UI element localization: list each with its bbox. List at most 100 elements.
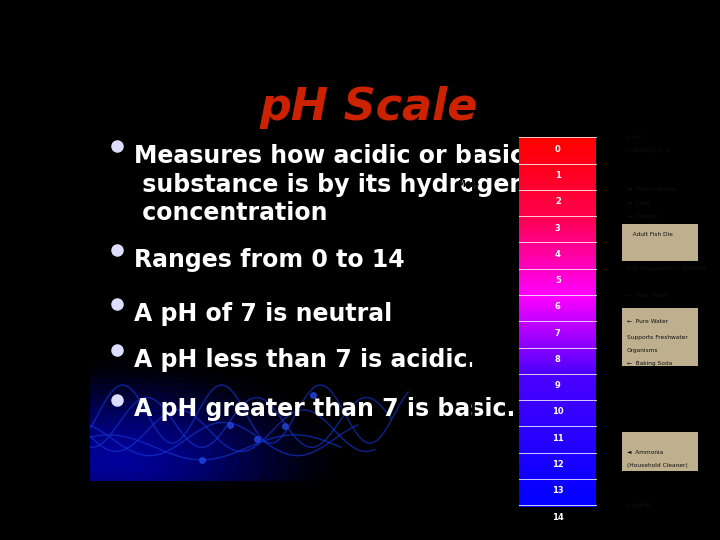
Ellipse shape bbox=[0, 379, 300, 540]
Bar bbox=[520, 237, 596, 241]
Bar bbox=[520, 316, 596, 320]
Bar bbox=[520, 190, 596, 194]
Bar bbox=[520, 172, 596, 176]
Bar bbox=[520, 216, 596, 220]
Text: (Household Cleaner): (Household Cleaner) bbox=[627, 463, 688, 468]
Text: A pH greater than 7 is basic.: A pH greater than 7 is basic. bbox=[133, 397, 515, 421]
Bar bbox=[520, 345, 596, 349]
Text: Supports Freshwater: Supports Freshwater bbox=[627, 335, 688, 340]
Ellipse shape bbox=[0, 390, 274, 530]
Bar bbox=[520, 489, 596, 494]
Bar bbox=[520, 279, 596, 283]
Bar bbox=[520, 482, 596, 485]
Bar bbox=[520, 442, 596, 446]
Bar bbox=[520, 437, 596, 441]
Bar bbox=[520, 448, 596, 451]
Bar bbox=[520, 182, 596, 186]
Text: Neutral: Neutral bbox=[452, 317, 485, 326]
Ellipse shape bbox=[48, 429, 187, 491]
Bar bbox=[520, 140, 596, 144]
Bar bbox=[520, 198, 596, 202]
Ellipse shape bbox=[61, 434, 175, 485]
Bar bbox=[520, 369, 596, 373]
Bar bbox=[520, 327, 596, 330]
Bar bbox=[520, 161, 596, 165]
Text: Organisms: Organisms bbox=[627, 348, 658, 353]
Text: 0: 0 bbox=[555, 145, 561, 154]
Ellipse shape bbox=[11, 412, 225, 508]
Bar bbox=[520, 264, 596, 267]
Bar bbox=[520, 203, 596, 207]
Bar bbox=[520, 376, 596, 380]
Bar bbox=[520, 382, 596, 386]
Bar bbox=[520, 319, 596, 322]
Bar bbox=[520, 240, 596, 244]
Bar bbox=[520, 384, 596, 388]
Bar bbox=[520, 285, 596, 288]
Bar bbox=[520, 287, 596, 291]
Bar bbox=[520, 371, 596, 375]
Bar bbox=[520, 158, 596, 163]
Bar bbox=[520, 453, 596, 457]
Bar bbox=[520, 431, 596, 436]
Bar bbox=[520, 221, 596, 225]
Bar bbox=[622, 431, 720, 471]
Bar bbox=[520, 230, 596, 233]
Bar bbox=[520, 261, 596, 265]
Bar bbox=[520, 466, 596, 470]
Bar bbox=[520, 503, 596, 507]
Bar bbox=[520, 340, 596, 343]
Text: Measures how acidic or basic a
 substance is by its hydrogen ion
 concentration: Measures how acidic or basic a substance… bbox=[133, 144, 575, 225]
Bar bbox=[520, 408, 596, 412]
Bar bbox=[520, 392, 596, 396]
Ellipse shape bbox=[99, 451, 138, 469]
Text: A pH less than 7 is acidic.: A pH less than 7 is acidic. bbox=[133, 348, 476, 372]
Bar bbox=[520, 474, 596, 478]
Bar bbox=[520, 295, 596, 299]
Text: 14: 14 bbox=[552, 512, 564, 522]
Bar bbox=[520, 379, 596, 383]
Text: ◄  Coke: ◄ Coke bbox=[627, 200, 649, 206]
Text: ← HCl: ← HCl bbox=[627, 135, 644, 140]
Bar bbox=[520, 397, 596, 401]
Bar bbox=[520, 406, 596, 409]
Bar bbox=[520, 427, 596, 430]
Bar bbox=[520, 313, 596, 318]
Text: 3: 3 bbox=[555, 224, 561, 233]
Text: 11: 11 bbox=[552, 434, 564, 443]
Bar bbox=[520, 234, 596, 239]
Bar bbox=[520, 242, 596, 246]
Bar bbox=[520, 151, 596, 154]
Bar bbox=[520, 137, 596, 141]
Bar bbox=[520, 424, 596, 428]
Bar bbox=[520, 418, 596, 422]
Bar bbox=[520, 321, 596, 325]
Text: pH Scale: pH Scale bbox=[260, 85, 478, 129]
Bar bbox=[520, 195, 596, 199]
Bar bbox=[520, 224, 596, 228]
Bar bbox=[520, 429, 596, 433]
Text: 13: 13 bbox=[552, 487, 564, 495]
Bar bbox=[520, 440, 596, 443]
Text: 5: 5 bbox=[555, 276, 561, 285]
Bar bbox=[520, 251, 596, 254]
Bar bbox=[520, 282, 596, 286]
Bar bbox=[520, 434, 596, 438]
Bar bbox=[520, 348, 596, 352]
Text: 4: 4 bbox=[555, 250, 561, 259]
Bar bbox=[520, 329, 596, 333]
Bar bbox=[520, 290, 596, 294]
Ellipse shape bbox=[0, 384, 287, 536]
Ellipse shape bbox=[86, 446, 150, 474]
Bar bbox=[520, 487, 596, 491]
Bar bbox=[520, 342, 596, 346]
Bar bbox=[622, 224, 720, 261]
Ellipse shape bbox=[111, 457, 125, 463]
Bar bbox=[520, 358, 596, 362]
Ellipse shape bbox=[36, 423, 199, 496]
Bar bbox=[520, 390, 596, 394]
Text: More
Acidic: More Acidic bbox=[456, 180, 481, 200]
Bar bbox=[520, 363, 596, 367]
Text: ← Battery Acid: ← Battery Acid bbox=[627, 148, 670, 153]
Bar bbox=[520, 476, 596, 480]
